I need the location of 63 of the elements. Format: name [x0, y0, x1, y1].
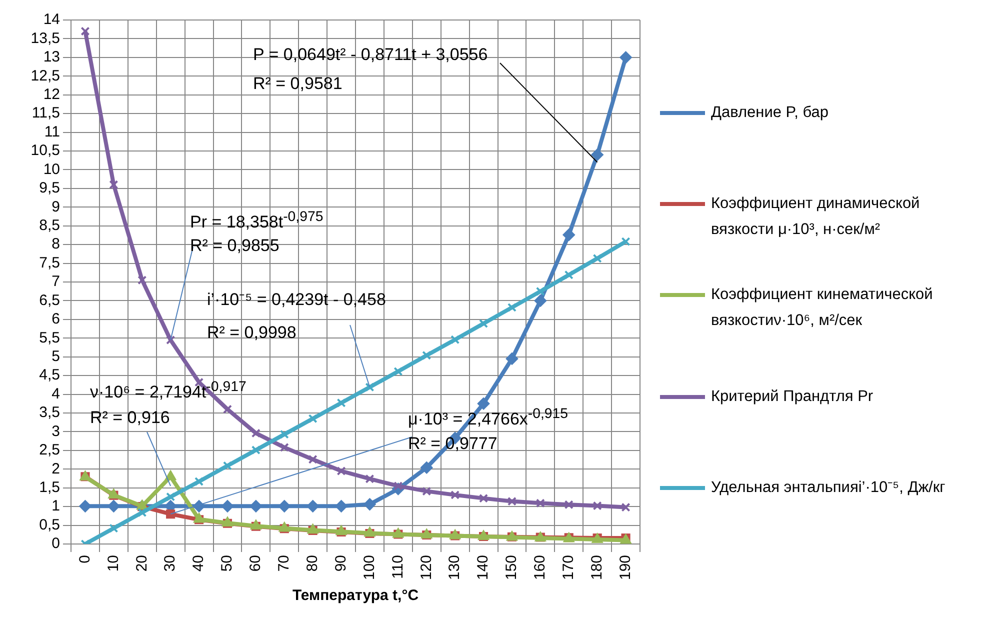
y-tick-label: 10,5: [30, 142, 60, 160]
y-tick-label: 6,5: [39, 292, 60, 309]
annotation: R² = 0,916: [90, 408, 170, 428]
x-tick-label: 70: [276, 554, 293, 572]
x-tick-label: 40: [190, 554, 208, 572]
y-tick-label: 8: [52, 236, 60, 253]
x-tick-label: 190: [616, 554, 634, 580]
x-tick-label: 0: [76, 554, 94, 564]
y-tick-label: 1: [52, 498, 60, 515]
annotation: P = 0,0649t² - 0,8711t + 3,0556: [253, 45, 488, 65]
y-tick-label: 12: [43, 86, 60, 103]
x-tick-label: 50: [218, 554, 236, 572]
x-tick-label: 100: [360, 554, 378, 580]
x-tick-label: 90: [332, 554, 350, 572]
y-tick-label: 4: [52, 385, 60, 402]
y-tick-label: 9,5: [39, 180, 60, 197]
x-tick-label: 150: [503, 554, 520, 580]
y-tick-label: 9: [52, 198, 60, 216]
y-tick-label: 6: [52, 310, 60, 328]
y-tick-label: 13,5: [30, 30, 60, 47]
annotation: i’·10⁻⁵ = 0,4239t - 0,458: [207, 290, 386, 310]
legend-label: Критерий Прандтля Pr: [711, 387, 874, 407]
y-tick-label: 3,5: [39, 404, 60, 422]
y-tick-label: 5,5: [39, 329, 60, 346]
x-axis-title: Температура t,°C: [292, 587, 419, 604]
annotation: ν·10⁶ = 2,7194t$^{-0,917}$: [90, 378, 246, 403]
annotation: R² = 0,9855: [190, 236, 280, 256]
y-tick-label: 14: [43, 11, 60, 28]
annotation: Pr = 18,358t$^{-0,975}$: [190, 208, 324, 233]
x-tick-label: 80: [304, 554, 321, 572]
y-tick-label: 11: [44, 123, 60, 140]
x-tick-label: 120: [418, 554, 435, 580]
y-tick-label: 10: [43, 160, 60, 178]
x-tick-label: 130: [446, 554, 464, 580]
y-tick-label: 4,5: [39, 366, 60, 384]
legend-label: Коэффициент динамической вязкости μ·10³, н·сек/м²: [711, 194, 921, 240]
y-tick-label: 5: [52, 348, 60, 365]
y-tick-label: 8,5: [39, 216, 60, 234]
legend-label: Удельная энтальпияi’·10⁻⁵, Дж/кг: [711, 478, 946, 498]
y-tick-label: 11,5: [32, 104, 60, 122]
x-tick-label: 170: [560, 554, 578, 580]
x-tick-label: 110: [389, 554, 406, 579]
y-tick-label: 0: [52, 535, 60, 552]
annotation: R² = 0,9998: [207, 323, 296, 343]
y-tick-label: 3: [52, 422, 60, 440]
y-tick-label: 7,5: [39, 254, 60, 272]
y-tick-label: 12,5: [30, 67, 60, 84]
x-tick-label: 140: [474, 554, 492, 580]
x-tick-label: 60: [247, 554, 264, 572]
x-tick-label: 160: [532, 554, 549, 580]
y-tick-label: 0,5: [39, 516, 60, 534]
legend-label: Давление P, бар: [711, 103, 830, 123]
y-tick-label: 2: [52, 460, 60, 478]
x-tick-label: 10: [104, 554, 122, 572]
y-tick-label: 1,5: [39, 478, 60, 496]
x-tick-label: 20: [133, 554, 150, 572]
legend-label: Коэффициент кинематической вязкостиν·10⁶, м²/сек: [711, 285, 934, 331]
x-tick-label: 30: [162, 554, 179, 572]
y-tick-label: 13: [43, 48, 60, 66]
y-tick-label: 7: [52, 273, 60, 290]
annotation: R² = 0,9581: [253, 74, 342, 94]
x-tick-label: 180: [588, 554, 606, 580]
y-tick-label: 2,5: [39, 442, 60, 459]
